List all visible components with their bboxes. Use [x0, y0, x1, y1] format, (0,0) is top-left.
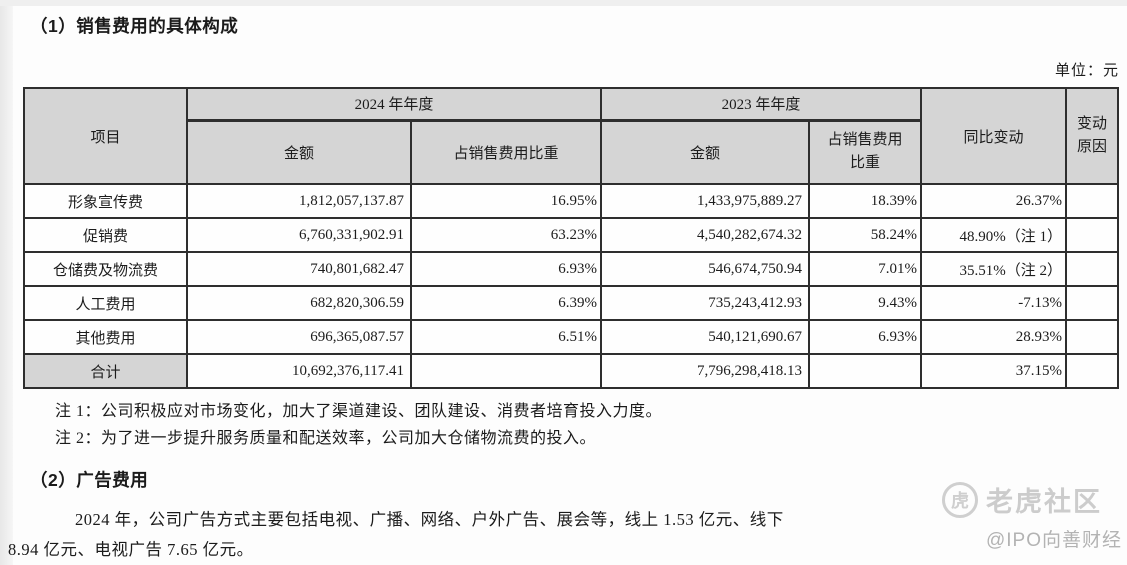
- cell-yoy: 28.93%: [920, 319, 1068, 355]
- cell-amount-2023: 1,433,975,889.27: [600, 183, 811, 219]
- cell-yoy: 26.37%: [920, 183, 1068, 219]
- cell-ratio-2023: [808, 353, 923, 389]
- cell-item: 促销费: [23, 217, 188, 253]
- cell-ratio-2024: 16.95%: [409, 183, 603, 219]
- cell-amount-2023: 7,796,298,418.13: [600, 353, 811, 389]
- table-row: 形象宣传费 1,812,057,137.87 16.95% 1,433,975,…: [23, 183, 1120, 219]
- cell-amount-2024: 696,365,087.57: [186, 319, 412, 355]
- table-row: 其他费用 696,365,087.57 6.51% 540,121,690.67…: [23, 319, 1120, 355]
- sales-expense-table: 项目 2024 年年度 2023 年年度 同比变动 变动原因 金额 占销售费用比…: [23, 87, 1120, 389]
- cell-reason: [1065, 183, 1120, 219]
- note-2: 注 2：为了进一步提升服务质量和配送效率，公司加大仓储物流费的投入。: [55, 430, 597, 447]
- cell-yoy: 37.15%: [920, 353, 1068, 389]
- page-top-shadow: [0, 0, 1127, 6]
- col-header-amount-2023: 金额: [600, 119, 811, 185]
- col-header-2024: 2024 年年度: [185, 87, 603, 122]
- ad-expense-paragraph: 2024 年，公司广告方式主要包括电视、广播、网络、户外广告、展会等，线上 1.…: [0, 505, 1127, 565]
- cell-amount-2023: 4,540,282,674.32: [600, 217, 811, 253]
- cell-amount-2024: 6,760,331,902.91: [186, 217, 412, 253]
- col-header-amount-2024: 金额: [186, 119, 412, 185]
- section1-title: （1）销售费用的具体构成: [30, 16, 239, 36]
- cell-reason: [1065, 251, 1120, 287]
- cell-yoy: -7.13%: [920, 285, 1068, 321]
- table-row: 人工费用 682,820,306.59 6.39% 735,243,412.93…: [23, 285, 1120, 321]
- cell-item: 其他费用: [23, 319, 188, 355]
- cell-yoy: 48.90%（注 1）: [920, 217, 1068, 253]
- table-row-total: 合计 10,692,376,117.41 7,796,298,418.13 37…: [23, 353, 1120, 389]
- cell-yoy: 35.51%（注 2）: [920, 251, 1068, 287]
- col-header-item: 项目: [23, 87, 188, 185]
- section2-title: （2）广告费用: [30, 470, 149, 490]
- table-notes: 注 1：公司积极应对市场变化，加大了渠道建设、团队建设、消费者培育投入力度。 注…: [55, 398, 1127, 452]
- cell-ratio-2024: 6.39%: [409, 285, 603, 321]
- table-row: 促销费 6,760,331,902.91 63.23% 4,540,282,67…: [23, 217, 1120, 253]
- cell-ratio-2024: 63.23%: [409, 217, 603, 253]
- cell-ratio-2023: 9.43%: [808, 285, 923, 321]
- cell-ratio-2024: 6.93%: [409, 251, 603, 287]
- page-edge-shadow: [0, 0, 13, 565]
- table-row: 仓储费及物流费 740,801,682.47 6.93% 546,674,750…: [23, 251, 1120, 287]
- cell-amount-2024: 1,812,057,137.87: [186, 183, 412, 219]
- cell-amount-2023: 540,121,690.67: [600, 319, 811, 355]
- cell-amount-2024: 10,692,376,117.41: [186, 353, 412, 389]
- cell-ratio-2023: 58.24%: [808, 217, 923, 253]
- cell-ratio-2024: [409, 353, 603, 389]
- header-row-sub: 金额 占销售费用比重 金额 占销售费用比重: [24, 119, 1118, 185]
- cell-item: 仓储费及物流费: [23, 251, 188, 287]
- col-header-yoy: 同比变动: [920, 87, 1068, 185]
- cell-item: 合计: [23, 353, 188, 389]
- header-row-years: 项目 2024 年年度 2023 年年度 同比变动 变动原因: [23, 87, 1120, 185]
- ad-paragraph-line1: 2024 年，公司广告方式主要包括电视、广播、网络、户外广告、展会等，线上 1.…: [75, 510, 784, 529]
- col-header-reason: 变动原因: [1065, 87, 1120, 185]
- cell-amount-2024: 740,801,682.47: [186, 251, 412, 287]
- ad-paragraph-line2: 8.94 亿元、电视广告 7.65 亿元。: [8, 540, 254, 559]
- cell-ratio-2024: 6.51%: [409, 319, 603, 355]
- col-header-ratio-2024: 占销售费用比重: [409, 119, 603, 185]
- cell-item: 人工费用: [23, 285, 188, 321]
- unit-label: 单位：元: [1054, 63, 1119, 79]
- cell-amount-2023: 546,674,750.94: [600, 251, 811, 287]
- cell-amount-2024: 682,820,306.59: [186, 285, 412, 321]
- cell-ratio-2023: 18.39%: [808, 183, 923, 219]
- cell-item: 形象宣传费: [23, 183, 188, 219]
- cell-reason: [1065, 285, 1120, 321]
- cell-reason: [1065, 319, 1120, 355]
- col-header-2023: 2023 年年度: [600, 87, 923, 122]
- cell-ratio-2023: 6.93%: [808, 319, 923, 355]
- cell-reason: [1065, 353, 1120, 389]
- note-1: 注 1：公司积极应对市场变化，加大了渠道建设、团队建设、消费者培育投入力度。: [55, 403, 663, 420]
- col-header-ratio-2023: 占销售费用比重: [808, 119, 923, 185]
- cell-reason: [1065, 217, 1120, 253]
- cell-ratio-2023: 7.01%: [808, 251, 923, 287]
- cell-amount-2023: 735,243,412.93: [600, 285, 811, 321]
